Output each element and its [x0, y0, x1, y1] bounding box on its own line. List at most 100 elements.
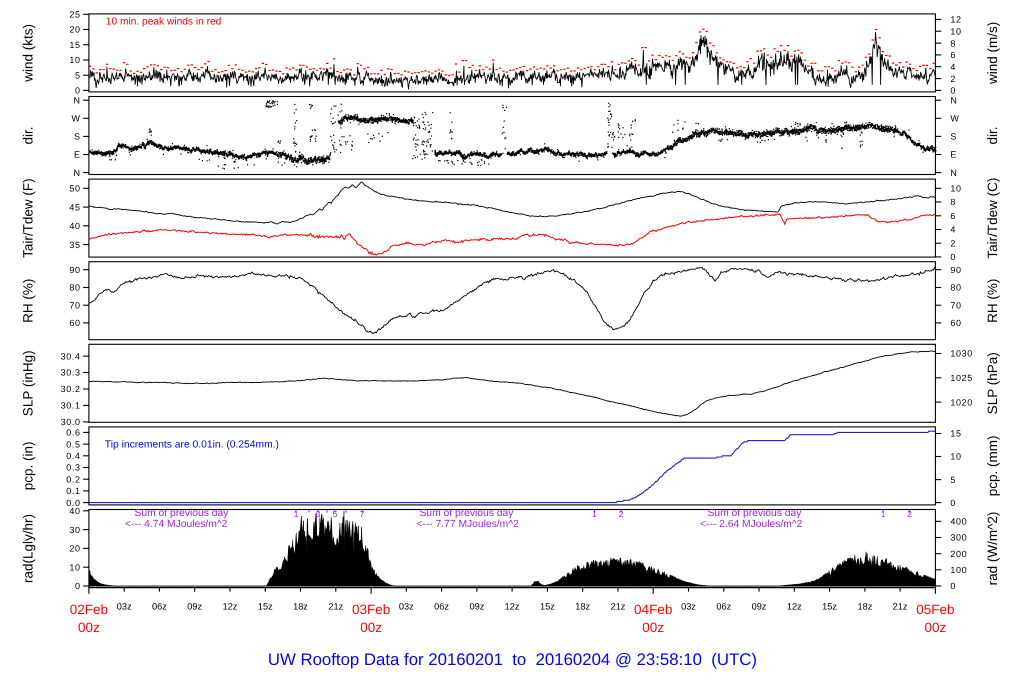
svg-text:50: 50: [69, 184, 80, 194]
svg-text:<--- 2.64 MJoules/m^2: <--- 2.64 MJoules/m^2: [700, 519, 803, 530]
svg-text:<--- 7.77 MJoules/m^2: <--- 7.77 MJoules/m^2: [416, 519, 519, 530]
svg-text:E: E: [950, 150, 957, 160]
svg-text:12z: 12z: [505, 602, 520, 612]
svg-text:5: 5: [333, 509, 338, 519]
svg-text:SLP (inHg): SLP (inHg): [21, 350, 36, 416]
svg-text:S: S: [950, 132, 957, 142]
svg-text:W: W: [950, 114, 959, 124]
svg-text:1020: 1020: [950, 397, 972, 407]
svg-text:2: 2: [950, 74, 956, 84]
svg-text:18z: 18z: [293, 602, 308, 612]
svg-text:60: 60: [69, 318, 80, 328]
svg-text:09z: 09z: [187, 602, 202, 612]
svg-text:25: 25: [69, 10, 80, 20]
svg-text:00z: 00z: [925, 620, 947, 635]
svg-text:3: 3: [316, 509, 321, 519]
svg-text:03z: 03z: [681, 602, 696, 612]
svg-text:400: 400: [950, 517, 967, 527]
svg-text:0: 0: [950, 86, 956, 96]
svg-text:35: 35: [69, 240, 80, 250]
svg-text:45: 45: [69, 202, 80, 212]
svg-text:30.2: 30.2: [61, 384, 81, 394]
svg-text:6: 6: [950, 211, 956, 221]
svg-text:40: 40: [69, 221, 80, 231]
svg-text:rad (W/m^2): rad (W/m^2): [985, 512, 1000, 586]
svg-text:N: N: [950, 95, 957, 105]
svg-text:90: 90: [69, 265, 80, 275]
svg-text:wind (m/s): wind (m/s): [985, 22, 1000, 85]
svg-text:5: 5: [950, 475, 956, 485]
svg-text:0.6: 0.6: [66, 428, 80, 438]
svg-text:6: 6: [950, 50, 956, 60]
svg-text:15z: 15z: [540, 602, 555, 612]
svg-text:8: 8: [950, 197, 956, 207]
svg-text:SLP (hPa): SLP (hPa): [985, 352, 1000, 414]
svg-text:0.4: 0.4: [66, 451, 80, 461]
svg-text:1: 1: [592, 509, 597, 519]
svg-text:12: 12: [950, 15, 961, 25]
svg-text:21z: 21z: [328, 602, 343, 612]
svg-text:200: 200: [950, 549, 967, 559]
svg-text:21z: 21z: [611, 602, 626, 612]
svg-text:wind (kts): wind (kts): [21, 24, 36, 83]
svg-text:0.1: 0.1: [66, 486, 80, 496]
svg-text:N: N: [73, 168, 80, 178]
svg-text:Tair/Tdew (F): Tair/Tdew (F): [21, 178, 36, 258]
svg-text:0: 0: [75, 86, 81, 96]
svg-text:60: 60: [950, 318, 961, 328]
svg-text:Tair/Tdew (C): Tair/Tdew (C): [985, 178, 1000, 259]
svg-text:30.3: 30.3: [61, 368, 81, 378]
svg-text:dir.: dir.: [985, 126, 1000, 144]
svg-text:06z: 06z: [716, 602, 731, 612]
svg-text:40: 40: [69, 506, 80, 516]
svg-text:W: W: [71, 114, 80, 124]
svg-text:RH (%): RH (%): [21, 279, 36, 323]
svg-text:4: 4: [950, 225, 956, 235]
svg-text:Sum of previous day: Sum of previous day: [708, 508, 803, 519]
svg-text:00z: 00z: [642, 620, 664, 635]
svg-text:09z: 09z: [469, 602, 484, 612]
svg-text:4: 4: [950, 62, 956, 72]
svg-text:30.1: 30.1: [61, 401, 81, 411]
svg-text:Sum of previous day: Sum of previous day: [135, 508, 230, 519]
svg-text:300: 300: [950, 533, 967, 543]
svg-text:09z: 09z: [752, 602, 767, 612]
svg-text:70: 70: [69, 300, 80, 310]
svg-text:UW Rooftop Data for 20160201: UW Rooftop Data for 20160201 to 20160204…: [268, 650, 757, 669]
svg-text:03z: 03z: [117, 602, 132, 612]
svg-text:RH (%): RH (%): [985, 279, 1000, 323]
svg-text:1025: 1025: [950, 373, 972, 383]
svg-text:04Feb: 04Feb: [634, 602, 672, 617]
svg-text:10: 10: [69, 562, 80, 572]
svg-text:0: 0: [75, 581, 81, 591]
svg-text:10 min. peak winds in red: 10 min. peak winds in red: [106, 16, 222, 27]
svg-text:03z: 03z: [399, 602, 414, 612]
svg-text:03Feb: 03Feb: [352, 602, 390, 617]
svg-text:70: 70: [950, 300, 961, 310]
svg-text:00z: 00z: [360, 620, 382, 635]
svg-text:pcp. (in): pcp. (in): [21, 442, 36, 491]
svg-text:10: 10: [950, 184, 961, 194]
svg-text:06z: 06z: [434, 602, 449, 612]
svg-text:10: 10: [950, 452, 961, 462]
svg-text:15: 15: [69, 40, 80, 50]
svg-text:E: E: [74, 150, 81, 160]
svg-text:8: 8: [950, 38, 956, 48]
svg-text:80: 80: [69, 283, 80, 293]
svg-text:30.4: 30.4: [61, 351, 81, 361]
svg-text:100: 100: [950, 565, 967, 575]
svg-text:0.5: 0.5: [66, 439, 80, 449]
svg-text:2: 2: [619, 509, 624, 519]
svg-text:0: 0: [950, 498, 956, 508]
svg-text:18z: 18z: [857, 602, 872, 612]
svg-text:rad(Lgly/hr): rad(Lgly/hr): [21, 514, 36, 583]
svg-text:pcp. (mm): pcp. (mm): [985, 436, 1000, 497]
svg-text:18z: 18z: [575, 602, 590, 612]
svg-text:02Feb: 02Feb: [70, 602, 108, 617]
svg-text:<--- 4.74 MJoules/m^2: <--- 4.74 MJoules/m^2: [125, 519, 228, 530]
svg-text:Sum of previous day: Sum of previous day: [420, 508, 515, 519]
svg-text:80: 80: [950, 283, 961, 293]
svg-text:06z: 06z: [152, 602, 167, 612]
svg-text:Tip increments are 0.01in. (0.: Tip increments are 0.01in. (0.254mm.): [105, 439, 279, 450]
svg-text:20: 20: [69, 544, 80, 554]
